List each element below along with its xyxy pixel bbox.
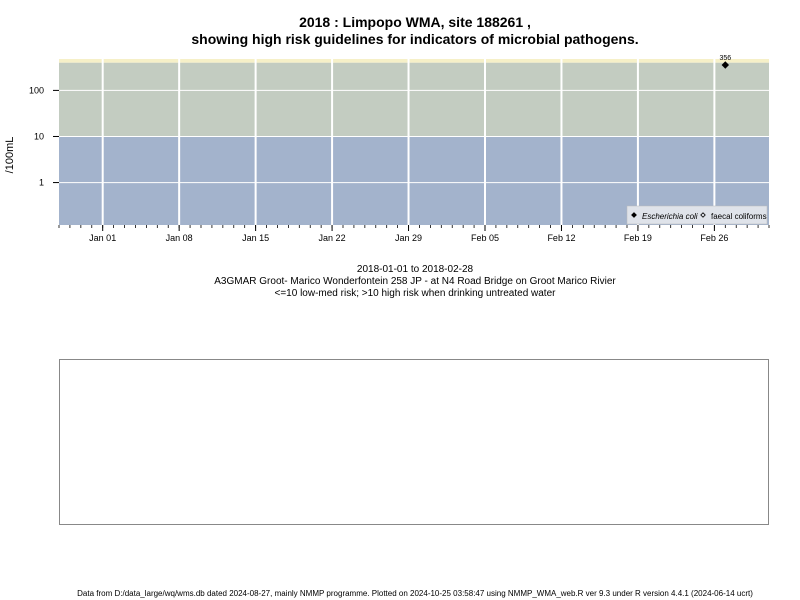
x-axis-ticks: Jan 01 Jan 08 Jan 15 Jan 22 Jan 29 Feb 05 Feb … [89, 225, 728, 243]
x-tick-label-6: Feb 12 [547, 233, 575, 243]
x-tick-label-7: Feb 19 [624, 233, 652, 243]
x-tick-label-1: Jan 08 [166, 233, 193, 243]
data-label-0-0: 356 [719, 55, 731, 62]
data-points: 356 [719, 55, 731, 69]
chart-title-line-1: 2018 : Limpopo WMA, site 188261 , [299, 14, 531, 30]
x-tick-label-5: Feb 05 [471, 233, 499, 243]
legend-box [626, 205, 768, 225]
footer-note: Data from D:/data_large/wq/wms.db dated … [77, 589, 753, 598]
x-tick-label-2: Jan 15 [242, 233, 269, 243]
y-tick-label-0: 1 [39, 178, 44, 188]
chart-title-line-2: showing high risk guidelines for indicat… [191, 31, 639, 47]
x-tick-label-3: Jan 22 [319, 233, 346, 243]
x-minor-ticks [58, 225, 770, 228]
empty-secondary-panel [59, 359, 769, 525]
legend-label-faecal-coliforms: faecal coliforms [711, 212, 767, 221]
risk-bands [59, 59, 769, 225]
x-tick-label-0: Jan 01 [89, 233, 116, 243]
y-axis-ticks: 1 10 100 [29, 85, 59, 188]
risk-band-1 [59, 62, 769, 137]
y-axis-label: /100mL [4, 137, 16, 174]
chart-svg: 1 10 100 Jan 01 Jan 08 Jan 15 Jan 22 Jan 29 Feb… [29, 55, 770, 243]
x-tick-label-4: Jan 29 [395, 233, 422, 243]
legend: Escherichia coli faecal coliforms [626, 205, 768, 225]
risk-note-caption: <=10 low-med risk; >10 high risk when dr… [274, 288, 556, 299]
legend-label-e-coli: Escherichia coli [642, 212, 698, 221]
risk-band-2 [59, 59, 769, 63]
legend-marker-faecal-coliforms [700, 212, 706, 218]
legend-marker-e-coli [631, 212, 637, 218]
y-tick-label-1: 10 [34, 131, 44, 141]
site-caption: A3GMAR Groot- Marico Wonderfontein 258 J… [214, 276, 616, 287]
y-tick-label-2: 100 [29, 85, 44, 95]
grid-lines [59, 59, 769, 225]
data-point-0-0 [721, 61, 730, 69]
x-tick-label-8: Feb 26 [700, 233, 728, 243]
date-range-caption: 2018-01-01 to 2018-02-28 [356, 264, 474, 275]
y-axis-label-wrapper: /100mL [0, 137, 20, 174]
